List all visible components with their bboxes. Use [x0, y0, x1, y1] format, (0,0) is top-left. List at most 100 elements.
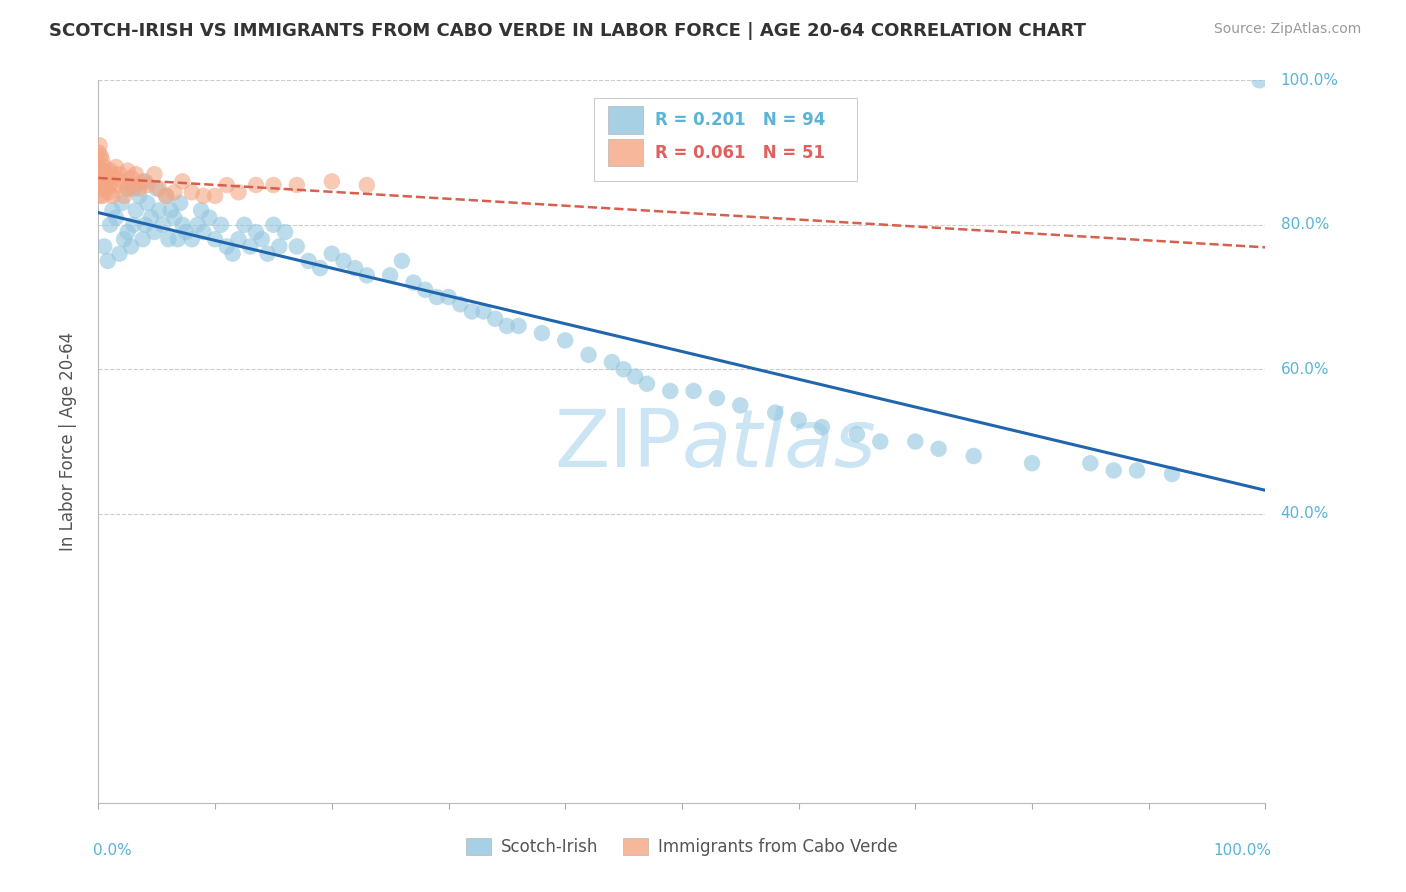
Text: 60.0%: 60.0% — [1281, 362, 1329, 376]
Point — [108, 167, 131, 181]
Point — [89, 138, 111, 153]
Point — [245, 225, 267, 239]
Point — [269, 239, 291, 253]
Point — [89, 167, 111, 181]
Point — [122, 182, 145, 196]
FancyBboxPatch shape — [609, 139, 644, 166]
Point — [1080, 456, 1102, 470]
Point — [193, 189, 215, 203]
Point — [128, 182, 150, 196]
Point — [111, 174, 134, 188]
Point — [89, 189, 111, 203]
Point — [148, 203, 170, 218]
Point — [98, 178, 121, 192]
Point — [132, 174, 155, 188]
Point — [221, 246, 243, 260]
Point — [811, 420, 834, 434]
Point — [332, 253, 354, 268]
Text: atlas: atlas — [682, 406, 877, 484]
Point — [426, 290, 449, 304]
Point — [508, 318, 530, 333]
Point — [101, 189, 124, 203]
Point — [449, 297, 471, 311]
Point — [98, 218, 121, 232]
Point — [190, 203, 212, 218]
Point — [787, 413, 810, 427]
Point — [93, 239, 115, 253]
Point — [730, 398, 752, 412]
Point — [262, 178, 284, 192]
Point — [1021, 456, 1043, 470]
Point — [169, 196, 191, 211]
Text: Source: ZipAtlas.com: Source: ZipAtlas.com — [1213, 22, 1361, 37]
Point — [117, 182, 139, 196]
Point — [155, 189, 177, 203]
Point — [682, 384, 704, 398]
Point — [90, 149, 112, 163]
Point — [97, 253, 120, 268]
Point — [139, 211, 162, 225]
Y-axis label: In Labor Force | Age 20-64: In Labor Force | Age 20-64 — [59, 332, 77, 551]
Point — [928, 442, 950, 456]
Point — [134, 218, 156, 232]
Point — [87, 160, 110, 174]
Point — [94, 167, 117, 181]
Point — [391, 253, 413, 268]
Point — [245, 178, 267, 192]
Point — [104, 211, 127, 225]
Point — [155, 189, 177, 203]
Point — [461, 304, 484, 318]
Point — [962, 449, 984, 463]
Point — [228, 232, 250, 246]
Point — [143, 167, 166, 181]
Point — [104, 160, 127, 174]
Point — [87, 145, 110, 160]
Point — [344, 261, 367, 276]
Point — [120, 239, 142, 253]
Point — [256, 246, 278, 260]
Point — [136, 178, 159, 192]
Point — [904, 434, 927, 449]
Text: 40.0%: 40.0% — [1281, 507, 1329, 521]
Point — [157, 232, 180, 246]
Point — [659, 384, 682, 398]
Point — [239, 239, 262, 253]
Point — [600, 355, 623, 369]
Point — [163, 211, 186, 225]
Text: SCOTCH-IRISH VS IMMIGRANTS FROM CABO VERDE IN LABOR FORCE | AGE 20-64 CORRELATIO: SCOTCH-IRISH VS IMMIGRANTS FROM CABO VER… — [49, 22, 1087, 40]
Point — [172, 174, 194, 188]
Point — [159, 203, 181, 218]
Point — [437, 290, 460, 304]
Point — [209, 218, 232, 232]
Point — [98, 163, 121, 178]
Point — [321, 174, 343, 188]
Point — [97, 170, 120, 185]
Point — [90, 182, 112, 196]
Point — [125, 203, 148, 218]
Point — [228, 186, 250, 200]
Point — [132, 232, 155, 246]
Point — [117, 163, 139, 178]
Point — [1249, 73, 1271, 87]
Point — [122, 218, 145, 232]
Point — [846, 427, 869, 442]
Text: ZIP: ZIP — [554, 406, 682, 484]
Point — [869, 434, 891, 449]
Point — [87, 174, 110, 188]
Point — [90, 170, 112, 185]
Point — [624, 369, 647, 384]
Point — [97, 186, 120, 200]
Point — [204, 232, 226, 246]
Point — [193, 225, 215, 239]
Point — [152, 218, 174, 232]
Point — [136, 196, 159, 211]
Point — [380, 268, 402, 283]
Point — [356, 268, 378, 283]
Point — [122, 178, 145, 192]
Point — [250, 232, 273, 246]
Point — [321, 246, 343, 260]
Point — [91, 163, 114, 178]
Point — [101, 203, 124, 218]
Point — [112, 232, 135, 246]
Text: 100.0%: 100.0% — [1281, 73, 1339, 87]
